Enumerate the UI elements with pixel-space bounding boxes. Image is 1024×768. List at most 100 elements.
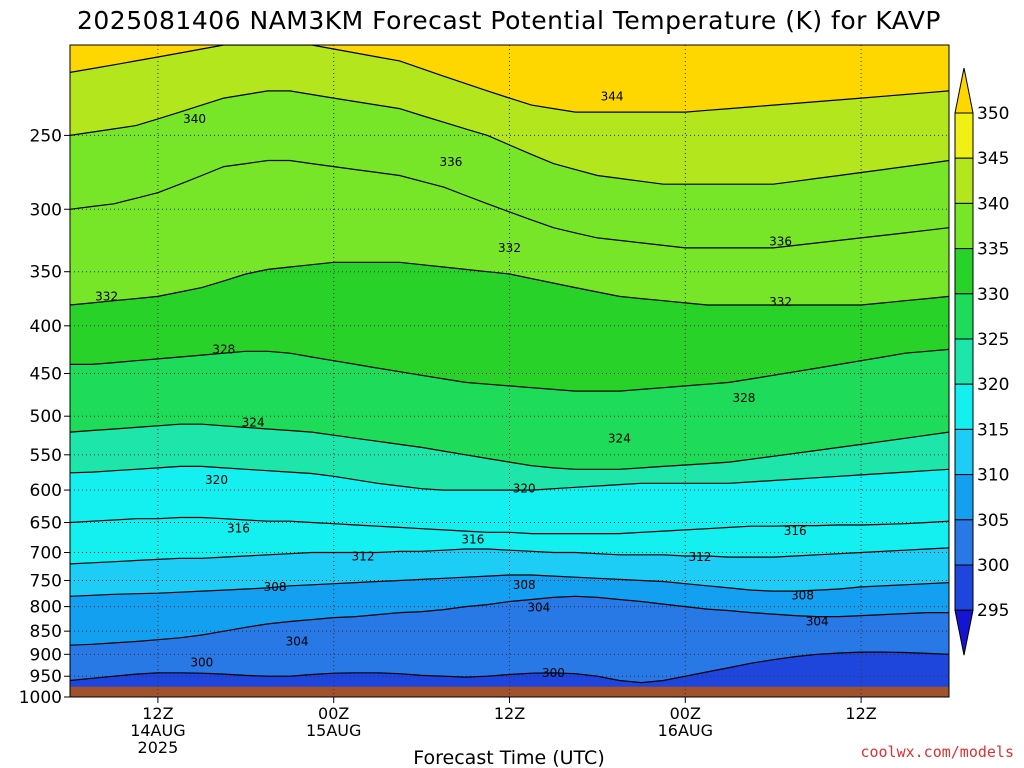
contour-label-300: 300	[542, 666, 565, 680]
colorbar-label-295: 295	[977, 601, 1009, 621]
x-tick-label-1-1: 15AUG	[306, 721, 361, 740]
contour-label-332: 332	[95, 289, 118, 303]
contour-label-304: 304	[286, 635, 309, 649]
colorbar-segment-345	[954, 112, 974, 159]
y-axis: 250 300 350 400 450 500 550 600 650 700 750 800 850 9…	[19, 126, 70, 708]
contour-label-340: 340	[183, 112, 206, 126]
contour-label-312: 312	[352, 550, 375, 564]
contour-316	[70, 516, 949, 535]
colorbar-segment-340	[954, 157, 974, 204]
contour-label-332: 332	[769, 295, 792, 309]
y-tick-label-650: 650	[30, 513, 62, 533]
colorbar-label-335: 335	[977, 240, 1009, 260]
contour-340	[70, 90, 949, 185]
colorbar-label-350: 350	[977, 104, 1009, 124]
x-tick-label-3-0: 00Z	[670, 704, 701, 723]
x-tick-label-2-0: 12Z	[494, 704, 525, 723]
colorbar-segment-295	[954, 564, 974, 611]
x-axis-label: Forecast Time (UTC)	[413, 747, 604, 768]
ground-layer	[70, 686, 949, 697]
contour-label-344: 344	[601, 89, 624, 103]
contour-304	[70, 595, 949, 646]
y-tick-label-350: 350	[30, 263, 62, 283]
contour-328	[70, 348, 949, 392]
y-tick-label-1000: 1000	[19, 688, 62, 708]
contour-label-316: 316	[227, 522, 250, 536]
colorbar-segment-330	[954, 248, 974, 295]
colorbar-label-320: 320	[977, 375, 1009, 395]
contour-label-336: 336	[439, 155, 462, 169]
contour-344	[70, 45, 949, 113]
colorbar-label-310: 310	[977, 466, 1009, 486]
colorbar-segment-310	[954, 428, 974, 476]
contour-label-layer: 340 336 344 332 332 336 332 328 328 324 324 320 320 3…	[95, 89, 828, 679]
contour-label-320: 320	[513, 482, 536, 496]
colorbar-segment-325	[954, 293, 974, 340]
contour-label-324: 324	[242, 416, 265, 430]
x-tick-label-0-0: 12Z	[142, 704, 173, 723]
contour-320	[70, 465, 949, 491]
contour-300	[70, 651, 949, 684]
y-tick-label-250: 250	[30, 126, 62, 146]
y-tick-label-850: 850	[30, 622, 62, 642]
colorbar-extend-bottom	[954, 609, 974, 656]
colorbar-segment-305	[954, 474, 974, 521]
x-tick-label-1-0: 00Z	[318, 704, 349, 723]
contour-label-316: 316	[461, 533, 484, 547]
contour-label-316: 316	[784, 524, 807, 538]
colorbar-label-315: 315	[977, 420, 1009, 440]
contour-label-328: 328	[212, 342, 235, 356]
contour-312	[70, 547, 949, 565]
colorbar-label-340: 340	[977, 194, 1009, 214]
x-tick-label-0-1: 14AUG	[130, 721, 185, 740]
y-tick-label-800: 800	[30, 598, 62, 618]
contour-label-304: 304	[806, 615, 829, 629]
contour-label-324: 324	[608, 431, 631, 445]
ground	[70, 686, 949, 697]
y-tick-label-700: 700	[30, 544, 62, 564]
colorbar-segment-315	[954, 383, 974, 430]
colorbar-label-345: 345	[977, 149, 1009, 169]
colorbar-extend-top	[954, 67, 974, 114]
y-tick-label-750: 750	[30, 571, 62, 591]
contour-336	[70, 159, 949, 249]
color-fill-layer	[70, 45, 949, 697]
contour-332	[70, 261, 949, 306]
contour-308	[70, 574, 949, 597]
y-tick-label-450: 450	[30, 365, 62, 385]
contour-label-320: 320	[205, 473, 228, 487]
y-tick-label-600: 600	[30, 481, 62, 501]
contour-label-300: 300	[190, 655, 213, 669]
grid-layer	[70, 45, 949, 697]
contour-label-308: 308	[513, 578, 536, 592]
y-tick-label-900: 900	[30, 645, 62, 665]
x-tick-label-4-0: 12Z	[845, 704, 876, 723]
contour-label-304: 304	[527, 601, 550, 615]
colorbar-segment-300	[954, 519, 974, 566]
contour-label-312: 312	[688, 550, 711, 564]
colorbar-label-325: 325	[977, 330, 1009, 350]
colorbar-label-305: 305	[977, 511, 1009, 531]
contour-label-328: 328	[732, 391, 755, 405]
x-tick-label-3-1: 16AUG	[658, 721, 713, 740]
x-tick-label-0-2: 2025	[138, 738, 179, 757]
y-tick-label-400: 400	[30, 317, 62, 337]
colorbar-label-330: 330	[977, 285, 1009, 305]
colorbar-segment-320	[954, 338, 974, 385]
y-tick-label-950: 950	[30, 667, 62, 687]
colorbar-segment-335	[954, 202, 974, 250]
colorbar-label-300: 300	[977, 556, 1009, 576]
y-tick-label-550: 550	[30, 446, 62, 466]
contour-label-332: 332	[498, 241, 521, 255]
y-tick-label-300: 300	[30, 200, 62, 220]
contour-324	[70, 423, 949, 470]
credit-text: coolwx.com/models	[860, 743, 1014, 761]
contour-label-308: 308	[791, 588, 814, 602]
contour-label-336: 336	[769, 235, 792, 249]
contour-label-308: 308	[264, 580, 287, 594]
y-tick-label-500: 500	[30, 407, 62, 427]
contour-layer	[70, 45, 949, 684]
chart-title: 2025081406 NAM3KM Forecast Potential Tem…	[77, 6, 941, 35]
